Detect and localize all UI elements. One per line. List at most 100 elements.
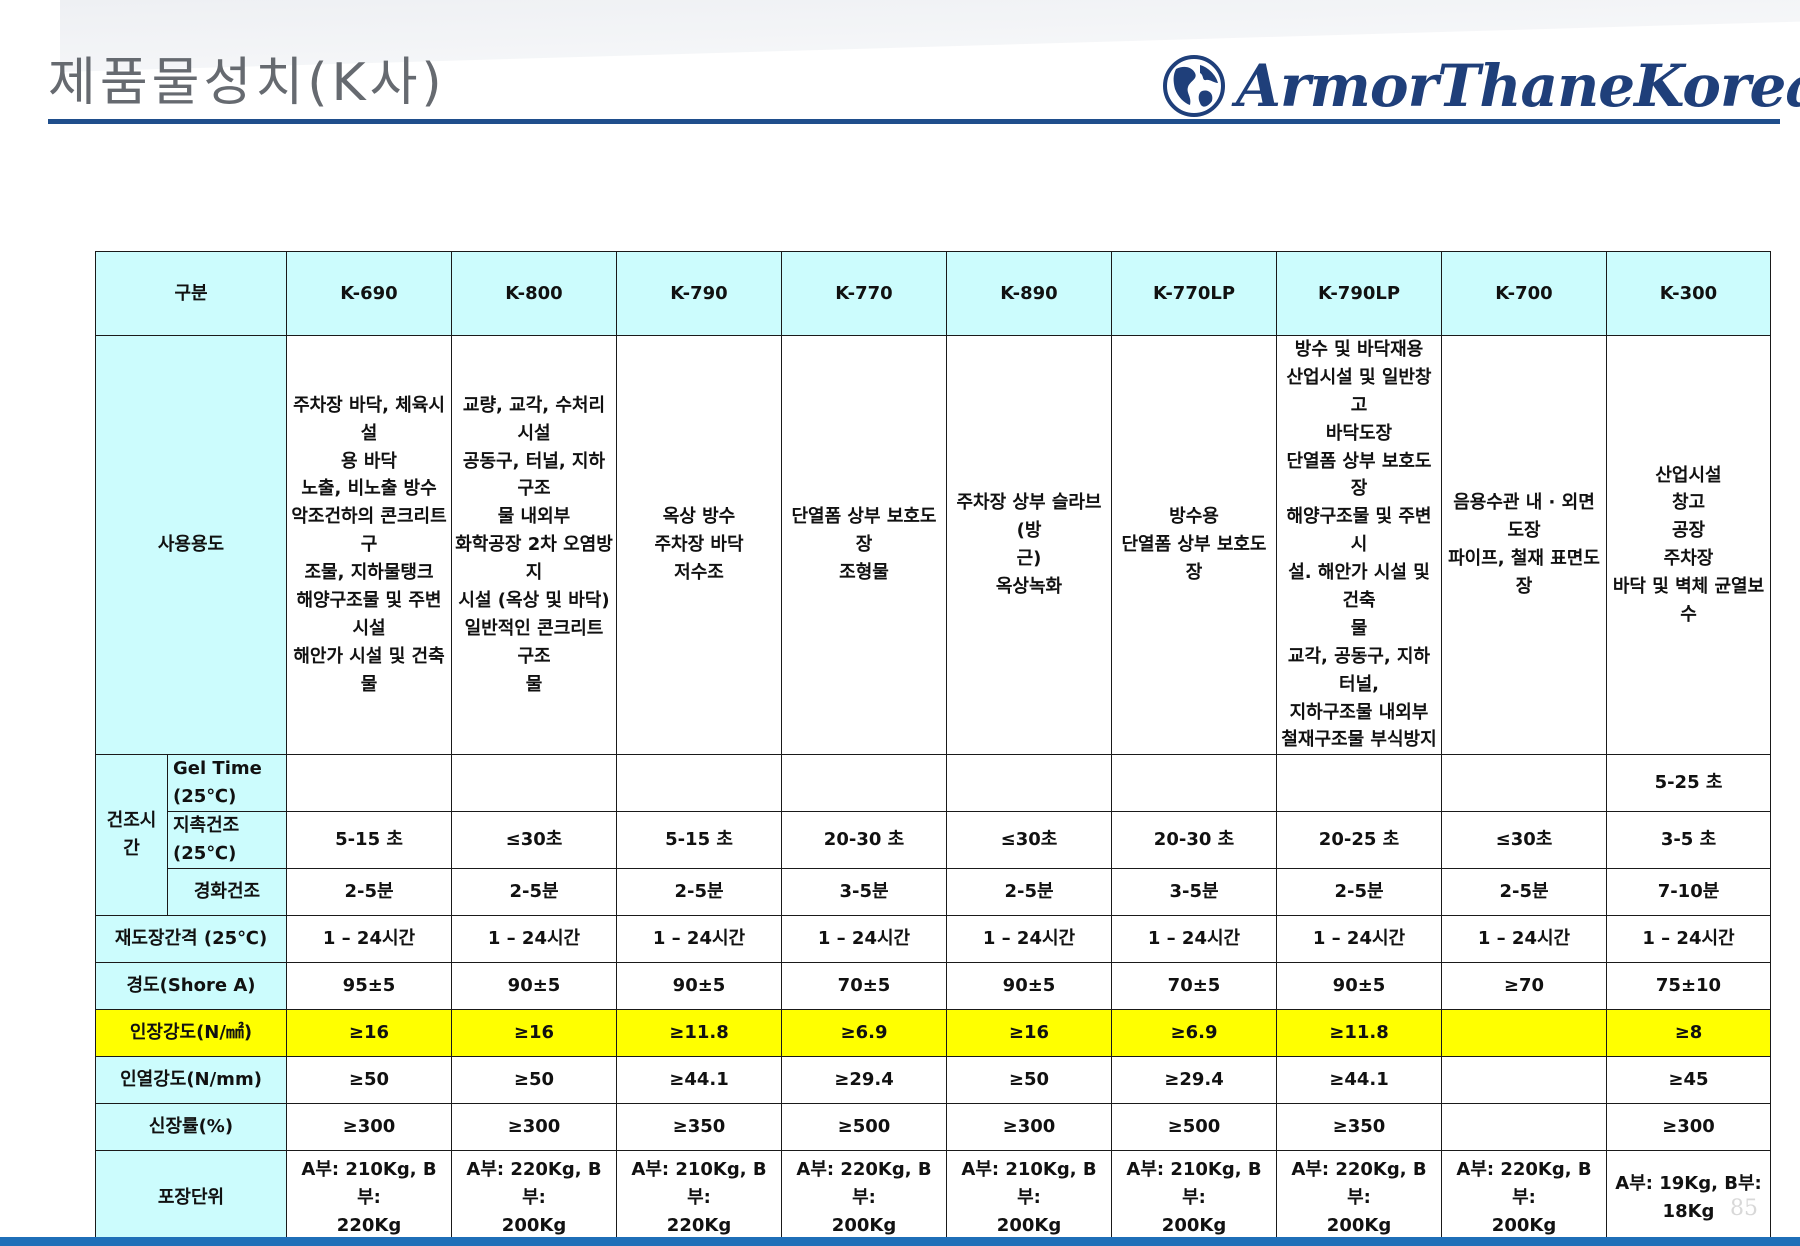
usage-cell: 교량, 교각, 수처리시설 공동구, 터널, 지하구조 물 내외부 화학공장 2… bbox=[451, 334, 617, 756]
table-cell: ≥16 bbox=[286, 1008, 452, 1057]
table-cell: ≥29.4 bbox=[781, 1055, 947, 1104]
table-cell: 90±5 bbox=[946, 961, 1112, 1010]
row-label-usage: 사용용도 bbox=[95, 334, 287, 756]
table-cell: 70±5 bbox=[781, 961, 947, 1010]
table-cell: ≤30초 bbox=[1441, 811, 1607, 869]
row-label-hard-dry: 경화건조 bbox=[167, 867, 287, 916]
table-cell: 2-5분 bbox=[946, 867, 1112, 916]
usage-cell: 주차장 상부 슬라브(방 근) 옥상녹화 bbox=[946, 334, 1112, 756]
table-cell bbox=[1441, 1102, 1607, 1151]
table-cell: 2-5분 bbox=[451, 867, 617, 916]
table-cell: A부: 210Kg, B부: 200Kg bbox=[946, 1149, 1112, 1246]
table-cell: 95±5 bbox=[286, 961, 452, 1010]
usage-row: 사용용도 주차장 바닥, 체육시설 용 바닥 노출, 비노출 방수 악조건하의 … bbox=[95, 334, 1771, 756]
globe-icon bbox=[1163, 55, 1225, 117]
product-header: K-300 bbox=[1606, 251, 1771, 336]
table-cell: ≥300 bbox=[1606, 1102, 1771, 1151]
table-cell: 3-5 초 bbox=[1606, 811, 1771, 869]
table-cell: A부: 19Kg, B부: 18Kg bbox=[1606, 1149, 1771, 1246]
row-label-touch-dry: 지촉건조 (25℃) bbox=[167, 811, 287, 869]
touch-dry-row: 지촉건조 (25℃) 5-15 초 ≤30초 5-15 초 20-30 초 ≤3… bbox=[96, 811, 1771, 869]
table-cell: ≥500 bbox=[781, 1102, 947, 1151]
table-cell: ≥8 bbox=[1606, 1008, 1771, 1057]
usage-cell: 방수 및 바닥재용 산업시설 및 일반창고 바닥도장 단열폼 상부 보호도장 해… bbox=[1276, 334, 1442, 756]
table-cell: ≥350 bbox=[616, 1102, 782, 1151]
table-cell: A부: 210Kg, B부: 200Kg bbox=[1111, 1149, 1277, 1246]
product-spec-table: 구분 K-690 K-800 K-790 K-770 K-890 K-770LP… bbox=[95, 251, 1771, 1246]
table-cell: 7-10분 bbox=[1606, 867, 1771, 916]
table-cell: ≥6.9 bbox=[1111, 1008, 1277, 1057]
table-cell: 1 – 24시간 bbox=[1606, 914, 1771, 963]
table-cell: 90±5 bbox=[1276, 961, 1442, 1010]
table-cell bbox=[1441, 1008, 1607, 1057]
table-cell: 1 – 24시간 bbox=[451, 914, 617, 963]
hard-dry-row: 경화건조 2-5분 2-5분 2-5분 3-5분 2-5분 3-5분 2-5분 … bbox=[96, 867, 1771, 916]
tensile-row: 인장강도(N/㎟) ≥16 ≥16 ≥11.8 ≥6.9 ≥16 ≥6.9 ≥1… bbox=[95, 1008, 1771, 1057]
usage-cell: 방수용 단열폼 상부 보호도장 bbox=[1111, 334, 1277, 756]
company-logo: ArmorThaneKorea bbox=[1162, 48, 1800, 124]
product-header: K-690 bbox=[286, 251, 452, 336]
product-header: K-790LP bbox=[1276, 251, 1442, 336]
table-cell: ≥500 bbox=[1111, 1102, 1277, 1151]
product-header: K-800 bbox=[451, 251, 617, 336]
table-cell: ≥16 bbox=[946, 1008, 1112, 1057]
table-cell: 5-15 초 bbox=[286, 811, 452, 869]
logo-wordmark: ArmorThaneKorea bbox=[1236, 52, 1800, 120]
row-label-drying-group: 건조시간 bbox=[95, 754, 168, 916]
table-cell: 90±5 bbox=[451, 961, 617, 1010]
product-header: K-700 bbox=[1441, 251, 1607, 336]
product-header: K-890 bbox=[946, 251, 1112, 336]
table-cell: 2-5분 bbox=[1441, 867, 1607, 916]
page-number: 85 bbox=[1730, 1196, 1758, 1221]
row-label-elongation: 신장률(%) bbox=[95, 1102, 287, 1151]
table-cell: ≥300 bbox=[451, 1102, 617, 1151]
table-cell: 2-5분 bbox=[616, 867, 782, 916]
table-cell: A부: 220Kg, B부: 200Kg bbox=[451, 1149, 617, 1246]
table-cell: A부: 220Kg, B부: 200Kg bbox=[1276, 1149, 1442, 1246]
table-cell bbox=[1441, 1055, 1607, 1104]
tear-row: 인열강도(N/mm) ≥50 ≥50 ≥44.1 ≥29.4 ≥50 ≥29.4… bbox=[95, 1055, 1771, 1104]
table-cell: A부: 220Kg, B부: 200Kg bbox=[781, 1149, 947, 1246]
table-cell: ≥45 bbox=[1606, 1055, 1771, 1104]
row-label-packaging: 포장단위 bbox=[95, 1149, 287, 1246]
table-cell: ≥50 bbox=[946, 1055, 1112, 1104]
table-cell: 3-5분 bbox=[1111, 867, 1277, 916]
table-cell: ≥50 bbox=[451, 1055, 617, 1104]
table-cell: ≥11.8 bbox=[1276, 1008, 1442, 1057]
footer-bar bbox=[0, 1237, 1800, 1246]
row-label-tear: 인열강도(N/mm) bbox=[95, 1055, 287, 1104]
product-header: K-770LP bbox=[1111, 251, 1277, 336]
row-label-gel-time: Gel Time (25℃) bbox=[167, 754, 287, 813]
elongation-row: 신장률(%) ≥300 ≥300 ≥350 ≥500 ≥300 ≥500 ≥35… bbox=[95, 1102, 1771, 1151]
table-cell: 90±5 bbox=[616, 961, 782, 1010]
product-header: K-770 bbox=[781, 251, 947, 336]
table-cell: 1 – 24시간 bbox=[946, 914, 1112, 963]
title-divider bbox=[48, 119, 1780, 124]
row-label-hardness: 경도(Shore A) bbox=[95, 961, 287, 1010]
gel-time-row: 건조시간 Gel Time (25℃) 5-25 초 bbox=[95, 754, 1771, 916]
corner-header: 구분 bbox=[95, 251, 287, 336]
table-cell: ≥70 bbox=[1441, 961, 1607, 1010]
table-cell: ≥16 bbox=[451, 1008, 617, 1057]
table-cell: A부: 210Kg, B부: 220Kg bbox=[286, 1149, 452, 1246]
table-cell bbox=[451, 754, 617, 813]
table-cell: 1 – 24시간 bbox=[1111, 914, 1277, 963]
table-cell: 70±5 bbox=[1111, 961, 1277, 1010]
table-cell: ≥29.4 bbox=[1111, 1055, 1277, 1104]
table-cell: ≤30초 bbox=[451, 811, 617, 869]
row-label-tensile: 인장강도(N/㎟) bbox=[95, 1008, 287, 1057]
table-cell: ≥350 bbox=[1276, 1102, 1442, 1151]
table-cell: 2-5분 bbox=[1276, 867, 1442, 916]
table-cell bbox=[1111, 754, 1277, 813]
table-cell: ≥11.8 bbox=[616, 1008, 782, 1057]
recoat-row: 재도장간격 (25℃) 1 – 24시간 1 – 24시간 1 – 24시간 1… bbox=[95, 914, 1771, 963]
table-cell bbox=[1441, 754, 1607, 813]
table-cell: ≥44.1 bbox=[1276, 1055, 1442, 1104]
table-cell: 75±10 bbox=[1606, 961, 1771, 1010]
usage-cell: 음용수관 내 · 외면도장 파이프, 철재 표면도장 bbox=[1441, 334, 1607, 756]
table-cell: 3-5분 bbox=[781, 867, 947, 916]
table-cell: 1 – 24시간 bbox=[1441, 914, 1607, 963]
table-cell bbox=[781, 754, 947, 813]
table-cell: 1 – 24시간 bbox=[286, 914, 452, 963]
table-cell: ≤30초 bbox=[946, 811, 1112, 869]
